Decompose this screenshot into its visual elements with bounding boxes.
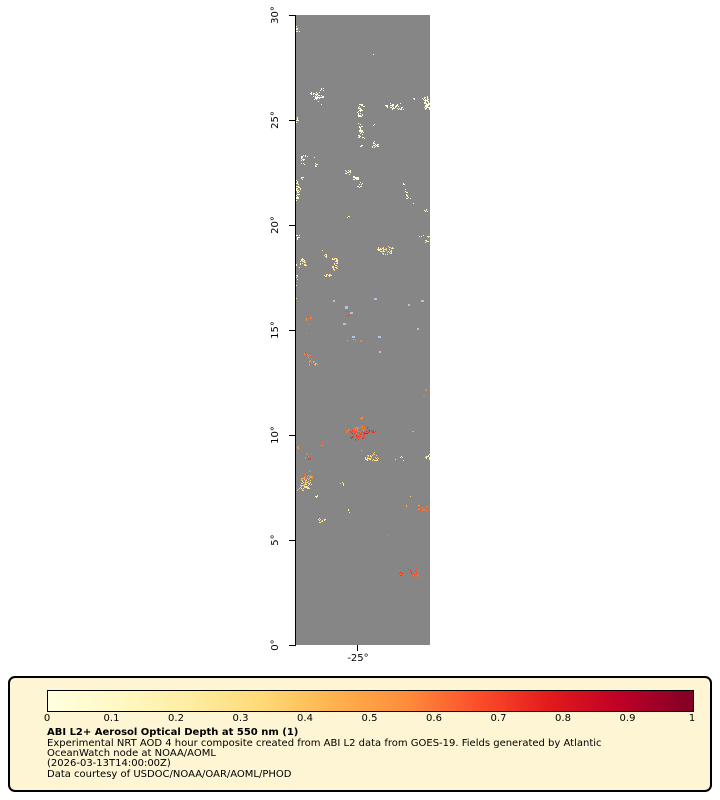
colorbar-tick-label: 0.5 <box>361 713 378 724</box>
colorbar-tick-label: 0.7 <box>490 713 507 724</box>
latitude-tick-label: 30° <box>270 6 281 24</box>
colorbar-tick-label: 0 <box>43 713 51 724</box>
latitude-tick-label: 15° <box>270 321 281 339</box>
legend-credit: Data courtesy of USDOC/NOAA/OAR/AOML/PHO… <box>47 769 292 780</box>
aod-map-canvas <box>296 15 430 645</box>
colorbar-tick-label: 0.9 <box>619 713 636 724</box>
latitude-tick-label: 25° <box>270 111 281 129</box>
latitude-tick <box>289 119 296 121</box>
colorbar-tick-label: 0.2 <box>168 713 184 724</box>
colorbar-tick-label: 1 <box>688 713 696 724</box>
latitude-tick <box>289 224 296 226</box>
latitude-tick-label: 5° <box>270 534 281 546</box>
colorbar-tick-label: 0.8 <box>555 713 571 724</box>
latitude-tick-label: 10° <box>270 426 281 444</box>
legend-timestamp: (2026-03-13T14:00:00Z) <box>47 758 171 769</box>
colorbar-tick-label: 0.1 <box>103 713 120 724</box>
latitude-tick-label: 20° <box>270 216 281 234</box>
legend-description-line1: Experimental NRT AOD 4 hour composite cr… <box>47 738 602 749</box>
colorbar-tick-label: 0.6 <box>426 713 442 724</box>
legend-title: ABI L2+ Aerosol Optical Depth at 550 nm … <box>47 727 299 738</box>
latitude-tick <box>289 539 296 541</box>
latitude-tick <box>289 434 296 436</box>
longitude-tick-label: -25° <box>347 653 369 664</box>
colorbar-gradient <box>47 690 694 712</box>
latitude-tick <box>289 329 296 331</box>
colorbar-tick-label: 0.3 <box>232 713 249 724</box>
longitude-tick <box>357 645 358 651</box>
latitude-tick <box>289 644 296 646</box>
legend-box: 0 0.1 0.2 0.3 0.4 0.5 0.6 0.7 0.8 0.9 1 ABI L2+ Ae… <box>8 676 712 792</box>
colorbar-tick-label: 0.4 <box>297 713 313 724</box>
latitude-tick <box>289 14 296 16</box>
latitude-tick-label: 0° <box>270 639 281 651</box>
legend-description-line2: OceanWatch node at NOAA/AOML <box>47 748 216 759</box>
